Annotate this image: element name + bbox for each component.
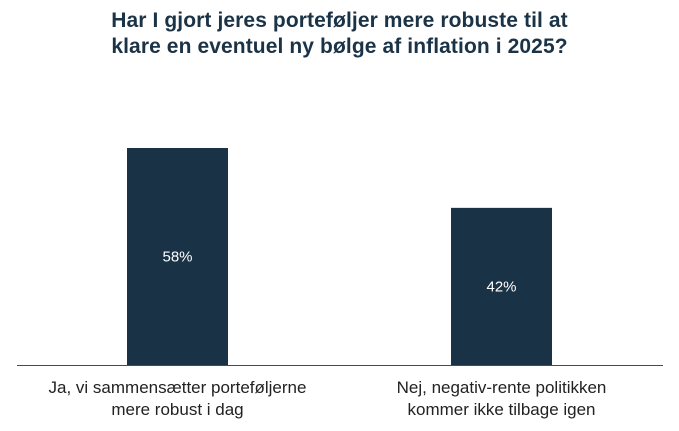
bar-2 — [451, 207, 552, 365]
category-label-1-line-1: Ja, vi sammensætter porteføljerne — [49, 378, 307, 397]
bars-group — [127, 148, 552, 365]
chart-title: Har I gjort jeres porteføljer mere robus… — [0, 8, 679, 60]
category-label-2-line-1: Nej, negativ-rente politikken — [397, 378, 607, 397]
category-labels-group: Ja, vi sammensætter porteføljerne mere ro… — [49, 378, 607, 419]
category-label-1-line-2: mere robust i dag — [111, 400, 243, 419]
bar-1 — [127, 148, 228, 365]
value-labels-group: 58% 42% — [162, 249, 516, 296]
bar-value-label-2: 42% — [486, 278, 516, 295]
chart-title-line-2: klare en eventuel ny bølge af inflation … — [111, 35, 568, 58]
category-label-2-line-2: kommer ikke tilbage igen — [407, 400, 595, 419]
chart-title-line-1: Har I gjort jeres porteføljer mere robus… — [111, 9, 568, 32]
bar-value-label-1: 58% — [162, 249, 192, 266]
